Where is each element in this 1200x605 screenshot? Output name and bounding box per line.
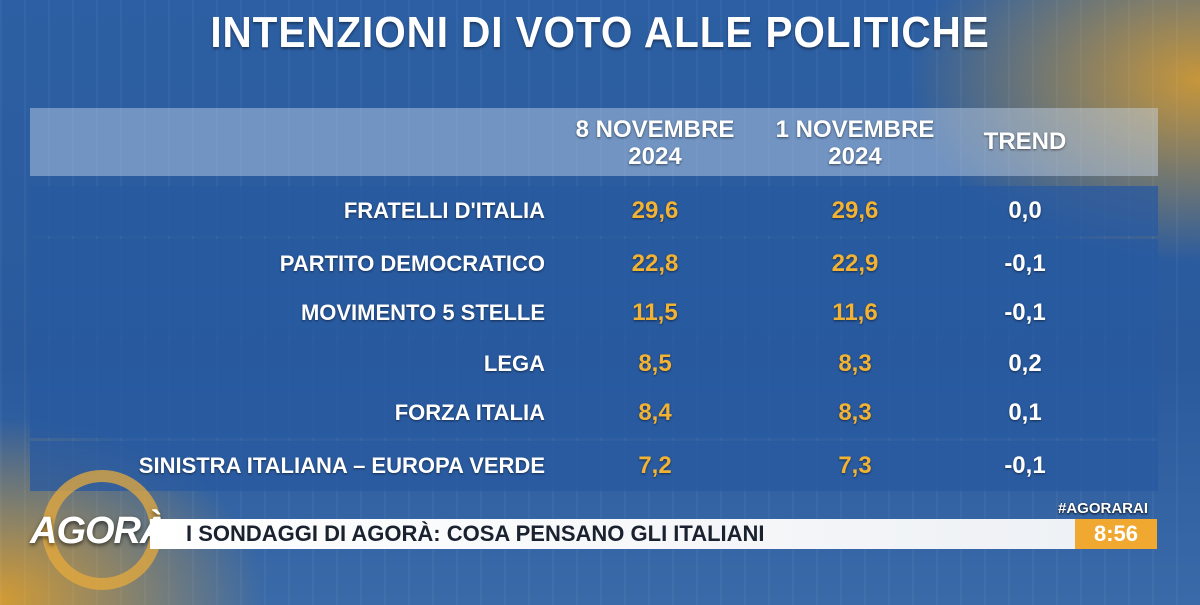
hashtag: #AGORARAI (1058, 500, 1149, 517)
trend-value: -0,1 (1004, 452, 1046, 479)
vote-value: 29,6 (831, 197, 879, 224)
party-name: MOVIMENTO 5 STELLE (300, 300, 545, 325)
vote-value: 22,9 (831, 250, 879, 277)
table-row: PARTITO DEMOCRATICO 22,8 22,9 -0,1 (30, 239, 1158, 289)
title: INTENZIONI DI VOTO ALLE POLITICHE (210, 8, 990, 57)
vote-value: 7,2 (638, 452, 672, 479)
ticker-bar: I SONDAGGI DI AGORÀ: COSA PENSANO GLI IT… (150, 519, 1080, 549)
table-row: FRATELLI D'ITALIA 29,6 29,6 0,0 (30, 186, 1158, 236)
trend-value: -0,1 (1004, 250, 1046, 277)
vote-value: 8,3 (838, 399, 872, 426)
party-name: LEGA (483, 351, 545, 376)
trend-value: 0,2 (1008, 350, 1042, 377)
vote-value: 11,5 (632, 299, 678, 326)
table-row: SINISTRA ITALIANA – EUROPA VERDE 7,2 7,3 -0… (30, 441, 1158, 491)
table-row: MOVIMENTO 5 STELLE 11,5 11,6 -0,1 (30, 288, 1158, 338)
party-name: SINISTRA ITALIANA – EUROPA VERDE (138, 453, 545, 478)
table-header: 8 NOVEMBRE 2024 1 NOVEMBRE 2024 TREND (30, 108, 1158, 176)
vote-value: 8,5 (638, 350, 672, 377)
vote-value: 11,6 (832, 299, 878, 326)
party-name: PARTITO DEMOCRATICO (279, 251, 545, 276)
table-row: LEGA 8,5 8,3 0,2 (30, 339, 1158, 389)
vote-value: 8,3 (838, 350, 872, 377)
logo: AGORÀ (30, 510, 167, 552)
vote-value: 29,6 (631, 197, 679, 224)
vote-value: 8,4 (638, 399, 672, 426)
column-header: 1 NOVEMBRE 2024 (775, 116, 935, 170)
trend-value: -0,1 (1004, 299, 1046, 326)
clock: 8:56 (1075, 519, 1157, 549)
vote-value: 7,3 (838, 452, 872, 479)
trend-value: 0,1 (1008, 399, 1042, 426)
headline: I SONDAGGI DI AGORÀ: COSA PENSANO GLI IT… (186, 521, 765, 546)
vote-value: 22,8 (631, 250, 679, 277)
trend-value: 0,0 (1008, 197, 1042, 224)
table-row: FORZA ITALIA 8,4 8,3 0,1 (30, 388, 1158, 438)
column-header: 8 NOVEMBRE 2024 (575, 116, 735, 170)
party-name: FRATELLI D'ITALIA (343, 198, 545, 223)
column-header: TREND (983, 128, 1067, 155)
party-name: FORZA ITALIA (394, 400, 545, 425)
